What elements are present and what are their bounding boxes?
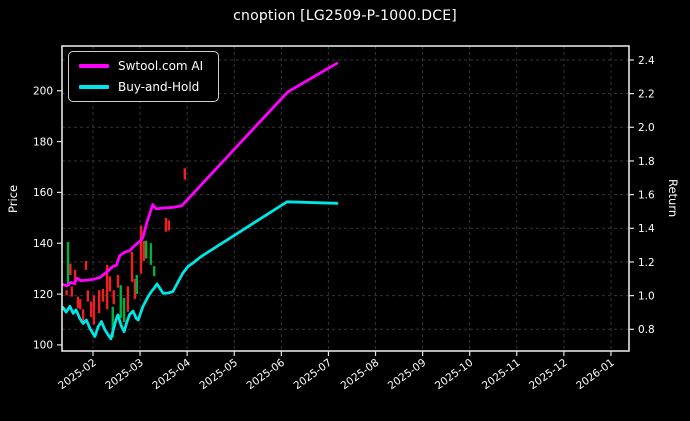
candlestick-series: [65, 168, 187, 338]
price-tick-label: 200: [33, 86, 53, 98]
price-tick-label: 160: [33, 187, 53, 199]
candle-bar: [130, 251, 134, 282]
legend-swatch-swtool-ai: [79, 64, 109, 68]
price-tick-label: 120: [33, 289, 53, 301]
price-tick-label: 140: [33, 238, 53, 250]
return-axis-label: Return: [666, 179, 680, 218]
candle-bar: [79, 299, 82, 310]
candle-bar: [112, 290, 115, 305]
grid-lines: [62, 46, 629, 351]
chart-title: cnoption [LG2509-P-1000.DCE]: [233, 8, 457, 24]
candle-bar: [144, 240, 148, 259]
legend-label-buy-and-hold: Buy-and-Hold: [118, 80, 200, 94]
date-tick-label: 2026-01: [574, 357, 617, 392]
candle-bar: [108, 276, 112, 292]
candle-bar: [97, 290, 101, 314]
date-tick-label: 2025-06: [245, 357, 288, 393]
candle-bar: [92, 295, 96, 325]
date-tick-label: 2025-12: [527, 357, 570, 392]
candle-bar: [65, 290, 68, 296]
candle-bar: [69, 263, 72, 276]
candle-bar: [70, 286, 73, 297]
plot-border: [61, 45, 630, 352]
date-tick-labels: 2025-02 2025-03 2025-04 2025-05 2025-06 2025-…: [56, 351, 617, 392]
legend-swatch-buy-and-hold: [79, 85, 109, 89]
candle-bar: [86, 290, 90, 302]
return-tick-label: 0.8: [638, 324, 655, 336]
price-tick-labels: 100 120 140 160 180 200: [33, 86, 62, 352]
candle-bar: [122, 297, 126, 323]
price-tick-label: 100: [33, 340, 53, 352]
candle-bar: [139, 225, 143, 274]
date-tick-label: 2025-05: [197, 357, 240, 392]
date-tick-label: 2025-11: [480, 357, 523, 392]
date-tick-label: 2025-04: [150, 357, 193, 393]
date-tick-label: 2025-09: [386, 357, 429, 392]
candle-bar: [164, 217, 168, 232]
series-line-buy-and-hold: [61, 200, 339, 341]
candle-bar: [105, 264, 109, 310]
candle-bar: [84, 261, 88, 270]
candle-bar: [167, 220, 170, 231]
candle-bar: [126, 286, 130, 312]
candle-bar: [142, 240, 146, 262]
return-tick-label: 1.4: [638, 223, 655, 235]
candle-bar: [119, 285, 122, 319]
legend-entry-swtool-ai: Swtool.com AI: [79, 59, 203, 73]
return-tick-label: 2.2: [638, 88, 655, 100]
return-tick-label: 1.8: [638, 156, 655, 168]
price-tick-label: 180: [33, 136, 53, 148]
candle-bar: [66, 241, 70, 284]
return-tick-label: 1.0: [638, 290, 655, 302]
return-tick-labels: 0.8 1.0 1.2 1.4 1.6 1.8 2.0 2.2 2.4: [629, 55, 655, 336]
candle-bar: [135, 275, 138, 295]
candle-bar: [89, 301, 93, 317]
candle-bar: [111, 306, 114, 338]
date-tick-label: 2025-08: [339, 357, 382, 392]
candle-bar: [133, 278, 137, 300]
date-tick-label: 2025-02: [56, 357, 99, 392]
candle-bar: [183, 168, 187, 180]
date-tick-label: 2025-10: [433, 357, 476, 392]
return-tick-label: 2.0: [638, 122, 655, 134]
series-line-swtool-com-ai: [61, 61, 339, 288]
legend-entry-buy-and-hold: Buy-and-Hold: [79, 80, 203, 94]
legend: Swtool.com AI Buy-and-Hold: [68, 51, 220, 102]
candle-bar: [101, 288, 105, 302]
date-tick-label: 2025-03: [103, 357, 146, 392]
return-tick-label: 1.2: [638, 257, 655, 269]
candle-bar: [116, 275, 120, 288]
candle-bar: [76, 296, 80, 309]
legend-label-swtool-ai: Swtool.com AI: [118, 59, 204, 73]
return-tick-label: 2.4: [638, 55, 655, 67]
candle-bar: [149, 243, 153, 265]
candle-bar: [81, 309, 85, 323]
date-tick-label: 2025-07: [292, 357, 335, 392]
candle-bar: [73, 269, 77, 286]
candle-bar: [153, 266, 156, 277]
return-tick-label: 1.6: [638, 189, 655, 201]
